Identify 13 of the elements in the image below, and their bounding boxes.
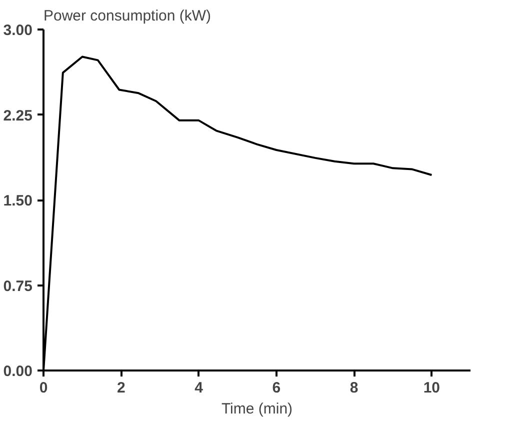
x-tick-label: 6 — [272, 380, 281, 396]
x-axis-title: Time (min) — [221, 400, 293, 418]
x-tick-label: 4 — [194, 380, 204, 396]
y-axis-title: Power consumption (kW) — [44, 8, 212, 24]
y-tick-label: 0.00 — [3, 363, 33, 380]
y-tick-label: 1.50 — [3, 192, 33, 210]
x-tick-label: 2 — [116, 380, 126, 396]
x-tick-label: 8 — [350, 380, 358, 396]
y-tick-label: 3.00 — [3, 22, 33, 39]
y-tick-label: 0.75 — [3, 278, 33, 295]
x-tick-label: 0 — [39, 380, 48, 396]
x-tick-label: 10 — [423, 380, 440, 396]
y-tick-label: 2.25 — [3, 107, 33, 124]
